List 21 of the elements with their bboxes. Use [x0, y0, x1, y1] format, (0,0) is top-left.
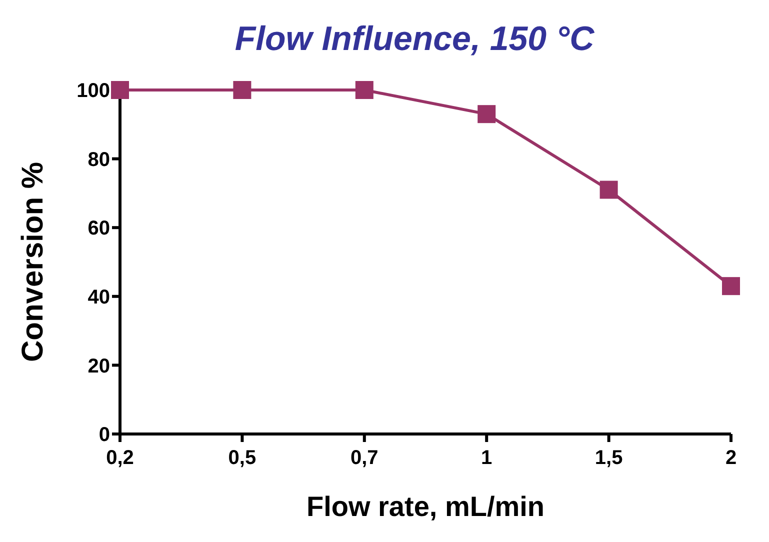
point [600, 180, 618, 199]
x-tick-label: 1,5 [594, 447, 623, 470]
x-tick-label: 1 [481, 447, 492, 470]
y-tick-label: 20 [88, 355, 110, 378]
point [478, 105, 496, 124]
point [722, 277, 740, 296]
x-tick-label: 2 [725, 447, 737, 470]
y-tick-label: 100 [76, 80, 110, 102]
x-axis-title: Flow rate, mL/min [306, 491, 545, 522]
y-tick-label: 40 [88, 286, 110, 308]
x-tick-label: 0,5 [228, 447, 256, 470]
point [355, 81, 374, 99]
y-tick-label: 80 [88, 148, 110, 171]
y-tick-label: 60 [88, 218, 110, 240]
point [111, 81, 129, 99]
x-tick-label: 0,2 [106, 447, 134, 470]
point [233, 81, 252, 99]
y-axis-title: Conversion % [16, 162, 50, 362]
x-tick-label: 0,7 [350, 447, 378, 470]
chart-title: Flow Influence, 150 °C [234, 20, 596, 59]
y-tick-label: 0 [98, 424, 110, 446]
